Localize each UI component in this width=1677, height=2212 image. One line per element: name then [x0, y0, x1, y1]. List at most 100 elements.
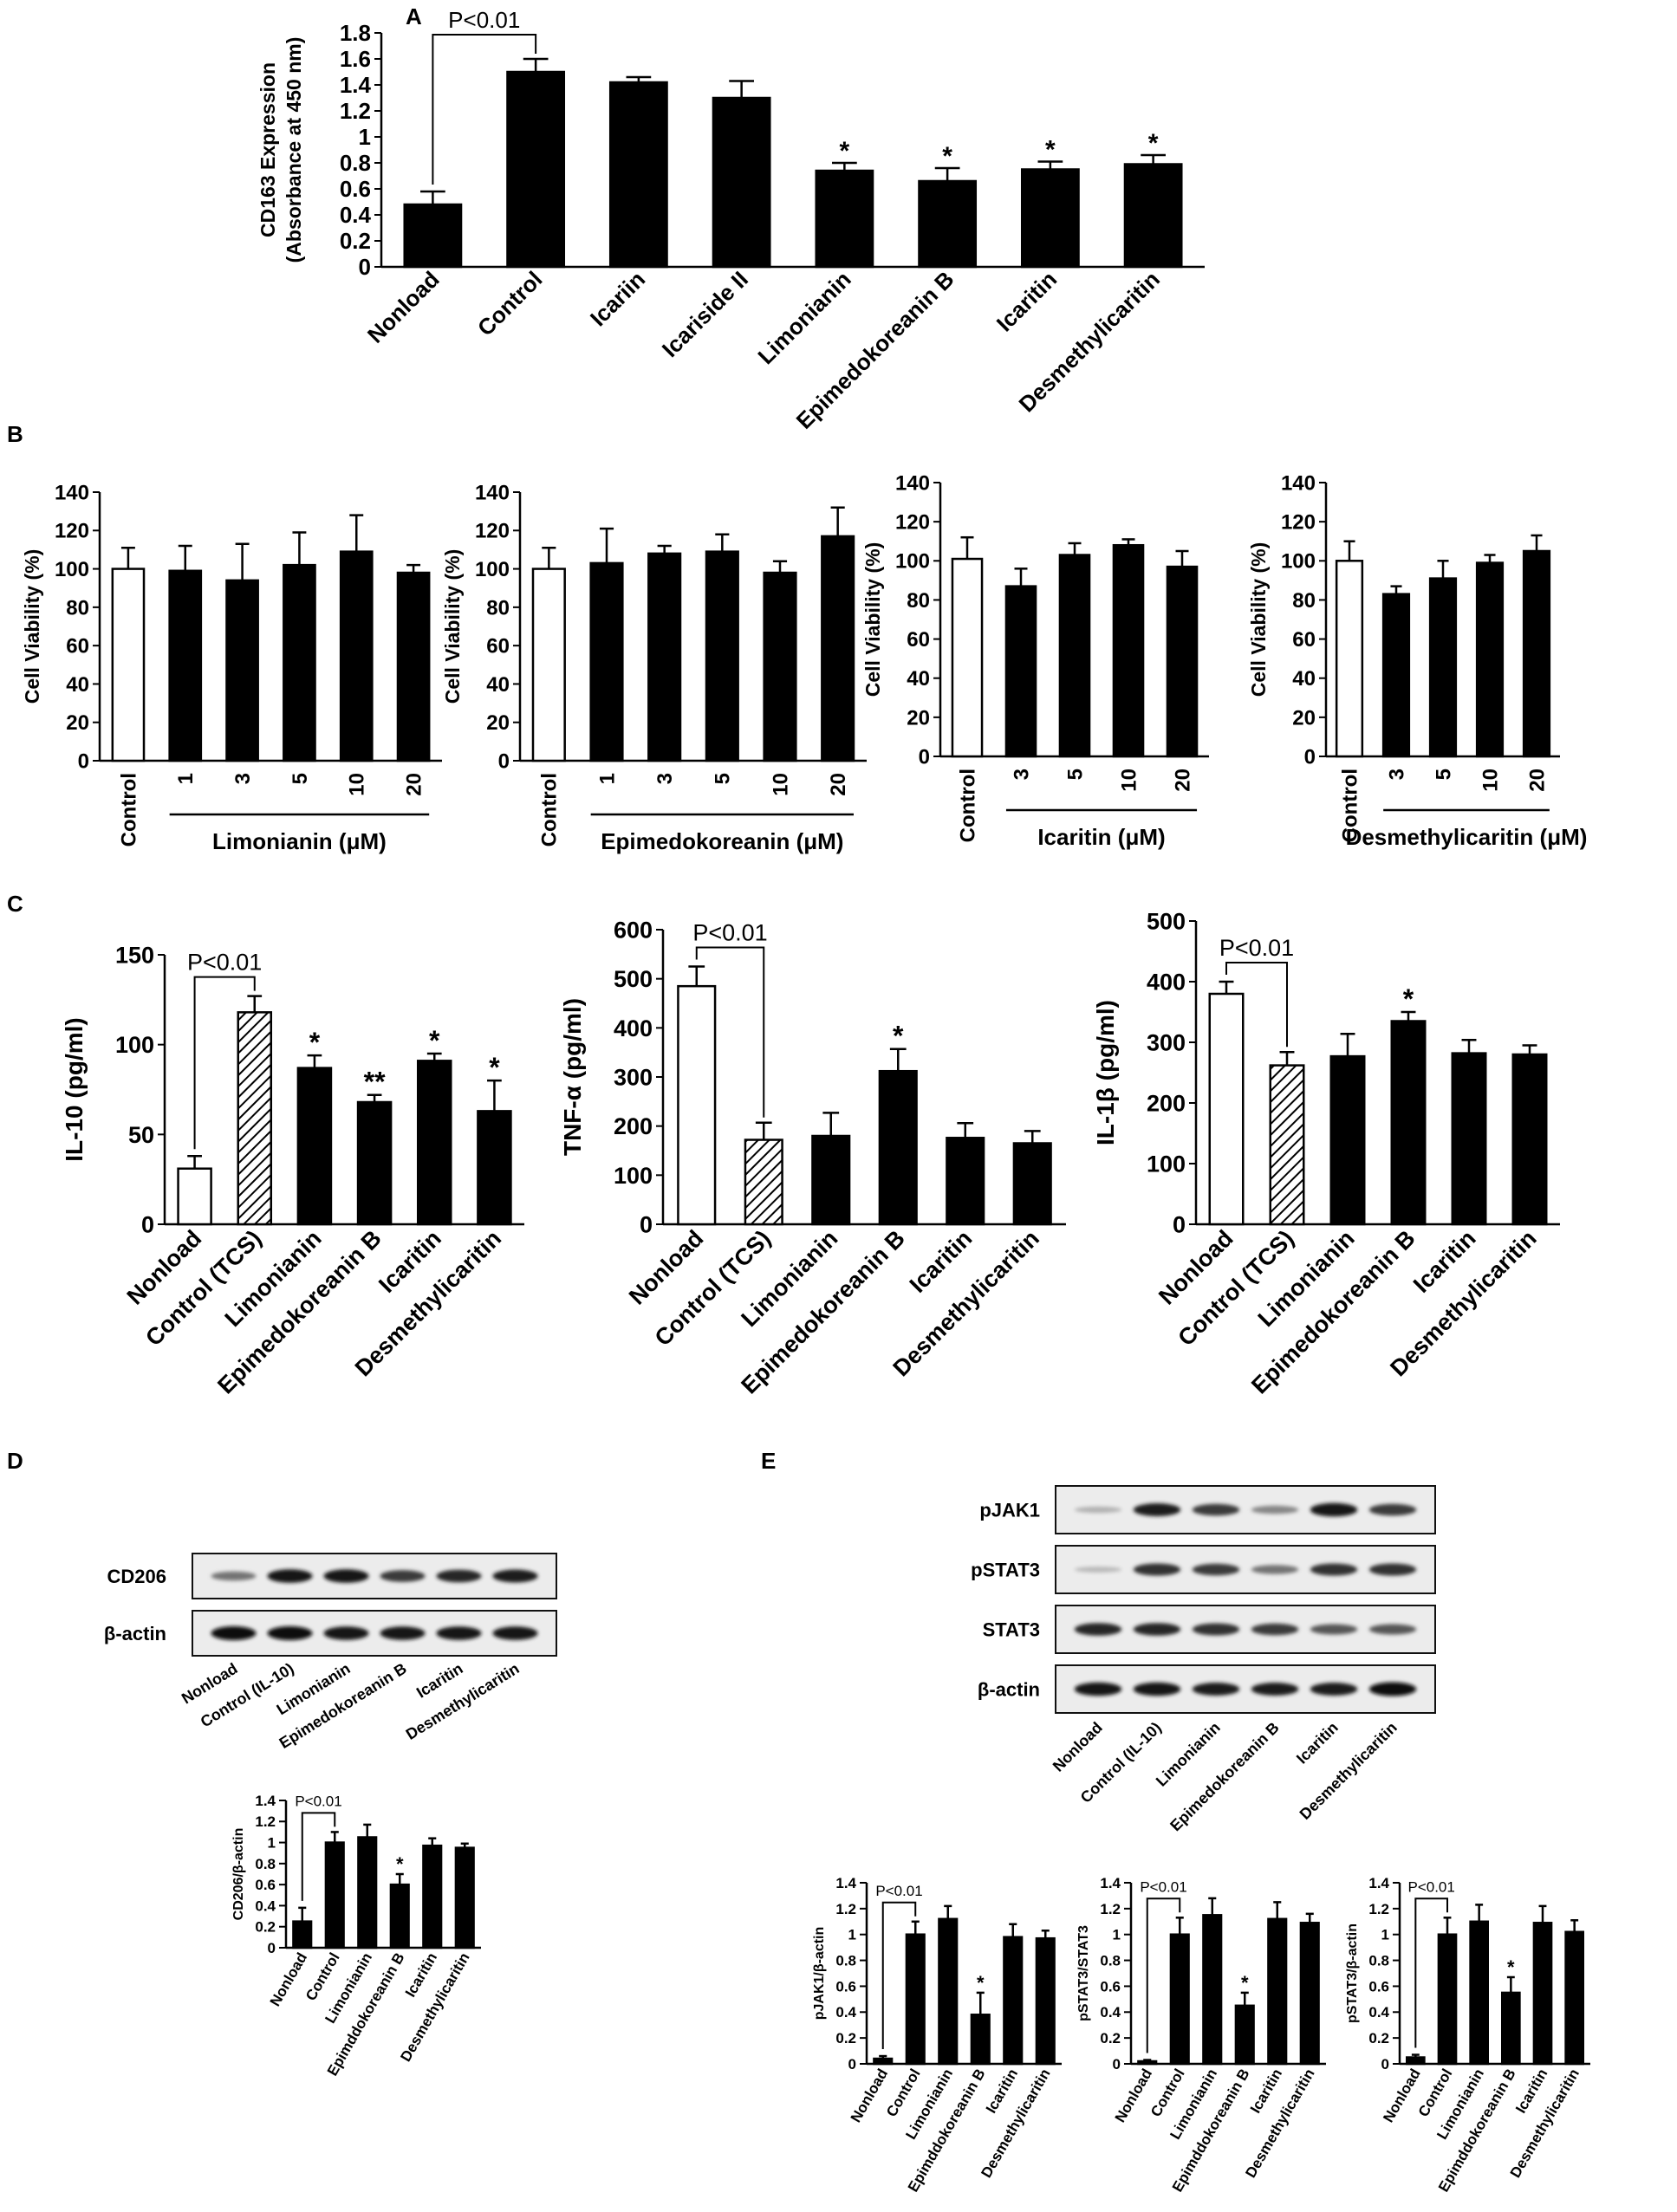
blot-band: [1368, 1563, 1417, 1576]
blot-lane-label: Icaritin: [1293, 1719, 1342, 1768]
y-tick-label: 100: [475, 558, 510, 581]
significance-star: *: [1403, 983, 1414, 1015]
x-tick-label: 10: [346, 773, 369, 796]
significance-bracket: [193, 976, 256, 1150]
y-tick-label: 1.4: [255, 1793, 276, 1809]
bar: [1511, 1053, 1548, 1226]
x-tick-label: 20: [402, 773, 426, 796]
significance-label: P<0.01: [1219, 935, 1294, 961]
y-tick-label: 1.4: [835, 1875, 856, 1891]
y-tick-label: 0.8: [255, 1856, 276, 1872]
y-axis-label: IL-1β (pg/ml): [1092, 1000, 1119, 1145]
x-tick-label: Control: [538, 773, 562, 847]
bar: [1335, 560, 1364, 758]
bar: [1208, 992, 1245, 1226]
y-tick-label: 0.8: [1368, 1953, 1389, 1969]
bar: [422, 1844, 443, 1949]
x-tick-label: Control: [117, 773, 140, 847]
bar: [589, 561, 624, 762]
bar: [292, 1920, 313, 1949]
y-tick-label: 0: [268, 1940, 276, 1956]
bar: [608, 81, 668, 269]
blot-band: [1133, 1682, 1181, 1696]
group-label: Desmethylicaritin (μM): [1346, 824, 1588, 850]
x-tick-label: Limonianin: [752, 266, 855, 369]
bar: [357, 1836, 378, 1949]
y-tick-label: 40: [66, 673, 89, 697]
y-axis-label: Cell Viability (%): [861, 542, 884, 697]
y-tick-label: 1.2: [1100, 1901, 1121, 1917]
group-label: Limonianin (μM): [212, 828, 387, 854]
y-tick-label: 0: [1381, 2056, 1389, 2073]
y-tick-label: 0: [359, 254, 371, 280]
y-tick-label: 120: [895, 511, 930, 535]
bar: [1406, 2056, 1426, 2066]
y-tick-label: 0.4: [1368, 2004, 1389, 2021]
y-axis-label: pJAK1/β-actin: [812, 1927, 827, 2021]
bar: [1564, 1930, 1585, 2066]
x-tick-label: 1: [174, 773, 198, 784]
bar: [1234, 2004, 1255, 2066]
y-tick-label: 400: [1147, 969, 1186, 995]
significance-star: *: [396, 1853, 404, 1875]
y-tick-label: 1.4: [1368, 1875, 1389, 1891]
panel-label-b: B: [7, 421, 23, 447]
significance-star: *: [1507, 1956, 1515, 1978]
blot-band: [1310, 1624, 1358, 1635]
bar: [1123, 163, 1183, 269]
y-tick-label: 0: [1113, 2056, 1121, 2073]
bar: [1035, 1936, 1056, 2066]
y-tick-label: 140: [475, 481, 510, 504]
blot-band: [211, 1571, 257, 1581]
x-tick-label: Nonload: [848, 2066, 891, 2125]
bar: [168, 569, 203, 762]
x-tick-label: 20: [1171, 769, 1194, 792]
blot-lane-label: Epimedokoreanin B: [1167, 1719, 1283, 1835]
y-tick-label: 60: [66, 635, 89, 658]
blot-band: [1251, 1565, 1299, 1574]
y-tick-label: 120: [1281, 511, 1316, 535]
y-tick-label: 0: [498, 749, 510, 773]
x-tick-label: 3: [1385, 769, 1408, 780]
bar: [951, 557, 984, 758]
bar: [1058, 554, 1091, 758]
y-tick-label: 1: [1113, 1927, 1121, 1943]
significance-label: P<0.01: [1140, 1878, 1186, 1895]
y-tick-label: 600: [614, 917, 653, 943]
blot-row-label: STAT3: [983, 1619, 1040, 1641]
y-tick-label: 0.2: [255, 1919, 276, 1936]
bar: [339, 550, 374, 762]
bar: [970, 2014, 991, 2066]
significance-star: *: [942, 142, 952, 171]
y-tick-label: 40: [907, 667, 930, 691]
y-tick-label: 1.6: [340, 46, 371, 72]
chart-b4: 0 20 40 60 80 100 120 140 Cell Viability (%) Cont…: [1247, 471, 1587, 850]
blot-band: [1251, 1683, 1299, 1696]
y-tick-label: 0.6: [1100, 1978, 1121, 1995]
blot-band: [1192, 1683, 1240, 1696]
chart-a: 00.20.40.60.811.21.41.61.8 CD163 Expressi…: [257, 7, 1205, 434]
y-axis-label: CD206/β-actin: [231, 1828, 246, 1921]
y-tick-label: 120: [475, 520, 510, 543]
blot-lane-label: Nonload: [1050, 1719, 1106, 1775]
y-axis-label: IL-10 (pg/ml): [61, 1017, 88, 1161]
blot-band: [380, 1570, 426, 1582]
bar: [905, 1933, 926, 2066]
bar: [815, 169, 874, 269]
blot-row-label: pSTAT3: [971, 1560, 1040, 1581]
significance-star: *: [977, 1972, 985, 1994]
x-tick-label: 3: [653, 773, 677, 784]
significance-star: *: [309, 1027, 321, 1058]
significance-star: *: [489, 1052, 500, 1083]
y-tick-label: 20: [1292, 706, 1316, 730]
x-tick-label: 5: [1432, 769, 1455, 780]
y-tick-label: 80: [1292, 589, 1316, 613]
significance-star: *: [1241, 1972, 1249, 1994]
bar: [878, 1069, 918, 1226]
y-tick-label: 100: [1147, 1151, 1186, 1177]
significance-label: P<0.01: [692, 920, 767, 946]
blot-band: [267, 1569, 313, 1583]
bar: [396, 571, 431, 762]
